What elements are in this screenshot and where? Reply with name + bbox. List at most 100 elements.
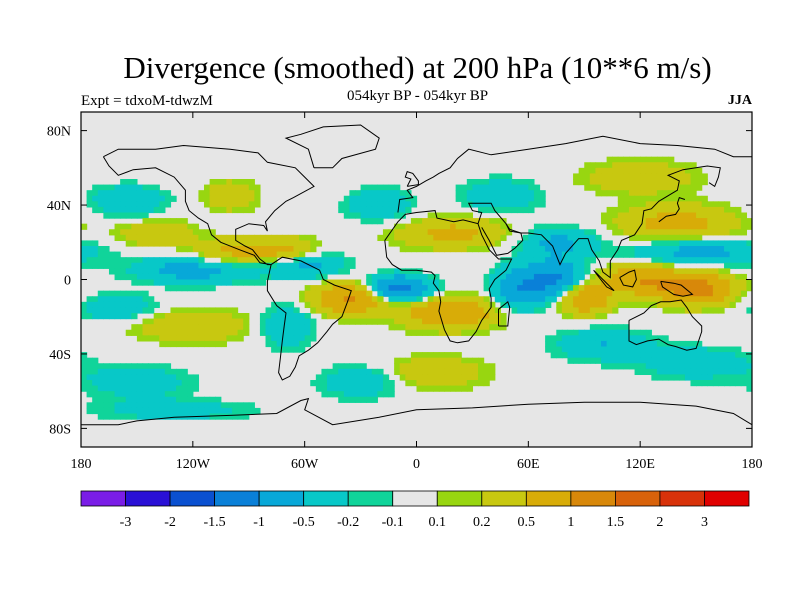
field-cell: [489, 273, 496, 281]
field-cell: [617, 290, 624, 297]
field-cell: [455, 195, 462, 202]
field-cell: [394, 273, 401, 281]
field-cell: [466, 296, 474, 303]
field-cell: [684, 173, 692, 180]
field-cell: [254, 273, 261, 281]
field-cell: [746, 352, 752, 359]
field-cell: [718, 357, 725, 364]
field-cell: [164, 374, 172, 381]
field-cell: [394, 268, 401, 275]
field-cell: [176, 368, 183, 376]
field-cell: [494, 285, 501, 292]
field-cell: [673, 340, 680, 348]
field-cell: [310, 318, 317, 325]
field-cell: [338, 396, 345, 403]
field-cell: [209, 279, 216, 286]
field-cell: [304, 318, 311, 325]
field-cell: [701, 346, 708, 353]
field-cell: [455, 313, 462, 320]
field-cell: [712, 206, 720, 214]
field-cell: [601, 279, 608, 286]
field-cell: [120, 184, 127, 191]
field-cell: [690, 257, 697, 264]
field-cell: [136, 307, 144, 314]
field-cell: [628, 201, 636, 208]
field-cell: [584, 179, 591, 186]
field-cell: [438, 352, 446, 359]
field-cell: [226, 313, 233, 320]
field-cell: [360, 374, 367, 381]
field-cell: [164, 363, 172, 370]
field-cell: [366, 290, 373, 297]
field-cell: [204, 396, 211, 403]
field-cell: [690, 229, 697, 236]
field-cell: [159, 240, 166, 247]
field-cell: [315, 240, 323, 247]
field-cell: [343, 262, 350, 269]
field-cell: [673, 301, 680, 309]
field-cell: [561, 329, 569, 336]
field-cell: [360, 190, 367, 197]
field-cell: [489, 313, 496, 320]
field-cell: [349, 279, 356, 286]
field-cell: [181, 285, 188, 292]
field-cell: [204, 335, 211, 342]
field-cell: [81, 307, 88, 314]
field-cell: [204, 340, 211, 348]
field-cell: [528, 229, 535, 236]
field-cell: [382, 212, 390, 219]
field-cell: [153, 402, 160, 409]
field-cell: [617, 184, 624, 191]
field-cell: [271, 262, 278, 269]
field-cell: [645, 223, 652, 230]
field-cell: [354, 212, 362, 219]
field-cell: [595, 268, 602, 275]
field-cell: [656, 357, 664, 364]
field-cell: [595, 296, 602, 303]
field-cell: [472, 324, 479, 331]
field-cell: [651, 201, 658, 208]
field-cell: [746, 262, 752, 269]
field-cell: [550, 352, 557, 359]
field-cell: [231, 246, 239, 253]
field-cell: [696, 290, 703, 297]
field-cell: [148, 335, 155, 342]
field-cell: [539, 301, 546, 309]
field-cell: [338, 285, 345, 292]
field-cell: [707, 352, 714, 359]
field-cell: [388, 190, 395, 197]
field-cell: [422, 329, 429, 336]
field-cell: [712, 201, 720, 208]
field-cell: [142, 223, 149, 230]
field-cell: [187, 240, 194, 247]
field-cell: [712, 212, 720, 219]
field-cell: [371, 396, 378, 403]
field-cell: [405, 318, 412, 325]
field-cell: [181, 374, 188, 381]
field-cell: [131, 396, 138, 403]
field-cell: [578, 301, 585, 309]
field-cell: [601, 307, 608, 314]
field-cell: [450, 301, 457, 309]
field-cell: [97, 296, 104, 303]
field-cell: [595, 173, 602, 180]
field-cell: [204, 234, 211, 242]
field-cell: [450, 385, 457, 392]
field-cell: [478, 218, 485, 225]
field-cell: [164, 229, 172, 236]
field-cell: [187, 257, 194, 264]
field-cell: [455, 246, 462, 253]
field-cell: [595, 251, 602, 258]
field-cell: [136, 234, 144, 242]
field-cell: [623, 206, 630, 214]
x-tick-label: 120W: [176, 457, 211, 472]
field-cell: [561, 229, 569, 236]
field-cell: [584, 257, 591, 264]
field-cell: [696, 380, 703, 387]
field-cell: [511, 184, 518, 191]
field-cell: [142, 201, 149, 208]
field-cell: [455, 190, 462, 197]
field-cell: [478, 223, 485, 230]
field-cell: [315, 380, 323, 387]
field-cell: [696, 201, 703, 208]
